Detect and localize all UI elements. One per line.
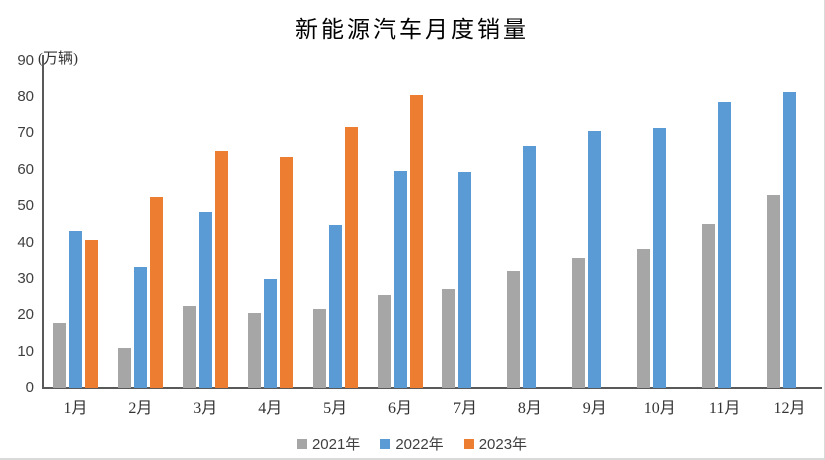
x-tick-label-3月: 3月 [193, 400, 218, 417]
x-tick-label-10月: 10月 [643, 400, 676, 417]
bar-2022年-12月 [783, 91, 797, 388]
bar-2021年-2月 [117, 347, 131, 388]
legend-swatch-icon [380, 438, 391, 449]
bar-2023年-6月 [409, 94, 423, 388]
legend-label: 2022年 [395, 436, 444, 453]
legend-swatch-icon [463, 438, 474, 449]
bar-2023年-2月 [149, 197, 163, 388]
y-axis-line [42, 55, 44, 388]
x-tick-label-2月: 2月 [128, 400, 153, 417]
bar-2021年-3月 [182, 305, 196, 388]
x-axis-line [42, 387, 822, 389]
y-tick-label-30: 30 [17, 269, 34, 287]
bar-2022年-6月 [393, 171, 407, 388]
bar-2022年-3月 [198, 211, 212, 388]
x-tick-label-8月: 8月 [517, 400, 542, 417]
bar-2022年-5月 [328, 225, 342, 388]
x-tick-label-7月: 7月 [452, 400, 477, 417]
y-tick-label-40: 40 [17, 233, 34, 251]
bar-2023年-3月 [214, 150, 228, 388]
x-tick-label-6月: 6月 [388, 400, 413, 417]
bar-2021年-9月 [572, 258, 586, 388]
x-tick-label-5月: 5月 [323, 400, 348, 417]
x-tick-label-11月: 11月 [708, 400, 741, 417]
bar-2022年-9月 [588, 130, 602, 388]
x-tick-label-4月: 4月 [258, 400, 283, 417]
bar-2022年-4月 [263, 279, 277, 388]
bar-2021年-7月 [442, 289, 456, 388]
y-tick-label-70: 70 [17, 124, 34, 142]
legend-label: 2021年 [311, 436, 361, 453]
legend-label: 2023年 [478, 436, 528, 453]
bar-2021年-8月 [507, 271, 521, 388]
bar-2023年-1月 [84, 239, 98, 388]
bar-2021年-10月 [637, 248, 651, 388]
y-tick-label-90: 90 [17, 51, 34, 69]
bar-2023年-5月 [344, 127, 358, 388]
bar-2022年-2月 [133, 266, 147, 388]
y-tick-label-10: 10 [17, 342, 34, 360]
bar-2021年-12月 [767, 194, 781, 388]
legend-swatch-icon [296, 438, 307, 449]
bar-2021年-11月 [702, 224, 716, 388]
legend: 2021年 2022年 2023年 [0, 433, 824, 454]
legend-item-2021年: 2021年 [296, 433, 361, 454]
bar-2021年-4月 [247, 313, 261, 388]
bar-2023年-4月 [279, 156, 293, 388]
y-axis-unit-label: (万辆) [38, 51, 78, 67]
bar-2022年-11月 [718, 102, 732, 388]
y-tick-label-80: 80 [17, 88, 34, 106]
bar-2021年-1月 [52, 322, 66, 388]
x-tick-label-12月: 12月 [773, 400, 806, 417]
bar-2022年-8月 [523, 145, 537, 388]
y-tick-label-0: 0 [25, 379, 34, 396]
legend-item-2022年: 2022年 [380, 433, 444, 454]
legend-item-2023年: 2023年 [463, 433, 528, 454]
y-tick-label-20: 20 [17, 306, 34, 324]
bar-2022年-10月 [653, 128, 667, 388]
y-tick-label-60: 60 [17, 160, 34, 178]
x-tick-label-9月: 9月 [582, 400, 607, 417]
bar-2022年-1月 [68, 231, 82, 388]
bar-2021年-6月 [377, 294, 391, 388]
y-tick-label-50: 50 [17, 197, 34, 215]
bar-2021年-5月 [312, 309, 326, 388]
x-tick-label-1月: 1月 [63, 400, 88, 417]
bar-2022年-7月 [458, 172, 472, 388]
chart-title: 新能源汽车月度销量 [295, 17, 529, 42]
